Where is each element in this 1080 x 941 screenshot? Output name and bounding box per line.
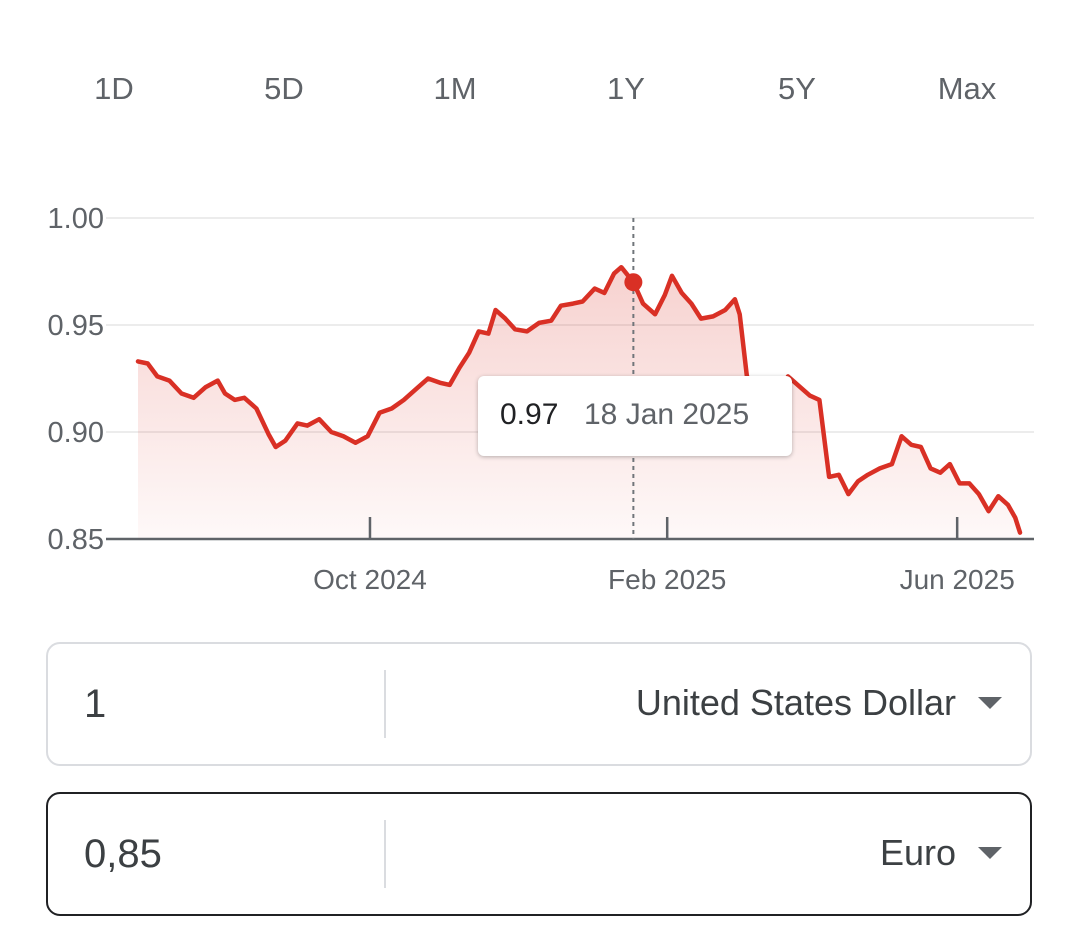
y-axis-labels: 1.00 0.95 0.90 0.85 (48, 203, 104, 556)
tab-max[interactable]: Max (937, 71, 997, 106)
from-row-divider (384, 670, 386, 738)
range-tabs: 1D 5D 1M 1Y 5Y Max (0, 56, 1080, 124)
caret-down-icon (978, 847, 1002, 859)
to-currency-row: Euro (46, 792, 1032, 916)
caret-down-icon (978, 697, 1002, 709)
hover-point (624, 273, 643, 292)
tab-1y[interactable]: 1Y (607, 71, 645, 106)
to-currency-select[interactable]: Euro (408, 794, 1028, 914)
x-tick-label: Jun 2025 (900, 564, 1015, 595)
tab-5y[interactable]: 5Y (778, 71, 816, 106)
from-currency-row: United States Dollar (46, 642, 1032, 766)
chart-tooltip: 0.97 18 Jan 2025 (478, 376, 792, 456)
tab-5d[interactable]: 5D (264, 71, 304, 106)
tab-1m[interactable]: 1M (433, 71, 477, 106)
tab-1d[interactable]: 1D (94, 71, 134, 106)
tooltip-value: 0.97 (500, 398, 559, 431)
from-currency-select[interactable]: United States Dollar (408, 644, 1028, 764)
to-amount-input[interactable] (84, 794, 374, 914)
y-tick-label: 1.00 (48, 203, 104, 235)
y-tick-label: 0.90 (48, 417, 104, 449)
chart-series-line (135, 264, 1023, 535)
x-tick-label: Feb 2025 (608, 564, 726, 595)
to-currency-label: Euro (879, 832, 956, 873)
from-currency-label: United States Dollar (635, 682, 956, 723)
to-row-divider (384, 820, 386, 888)
tooltip-date: 18 Jan 2025 (584, 398, 750, 431)
from-amount-input[interactable] (84, 644, 374, 764)
y-tick-label: 0.85 (48, 524, 104, 556)
x-axis-ticks: Oct 2024 Feb 2025 Jun 2025 (313, 517, 1015, 595)
x-tick-label: Oct 2024 (313, 564, 427, 595)
y-tick-label: 0.95 (48, 310, 104, 342)
